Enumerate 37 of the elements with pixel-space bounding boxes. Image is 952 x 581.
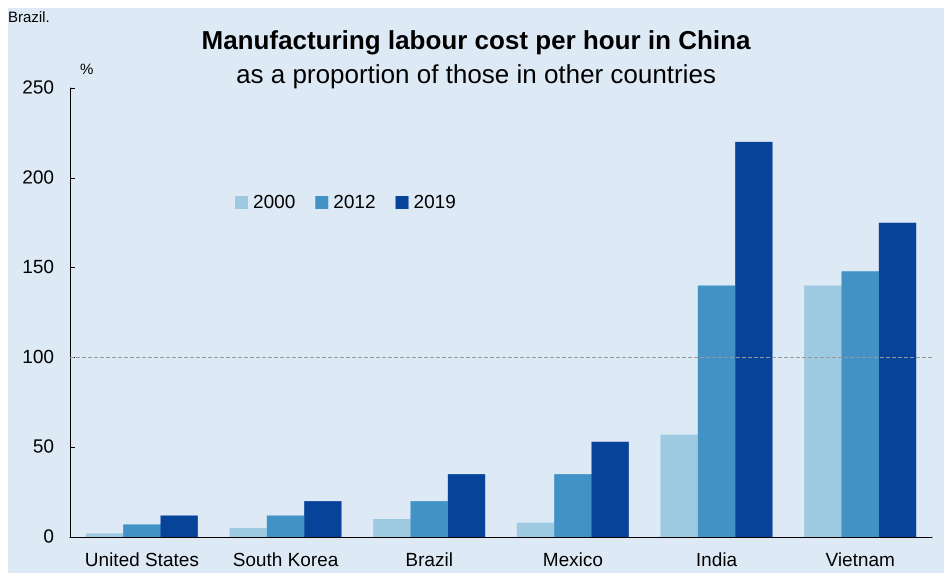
bar — [592, 442, 629, 537]
y-tick-label: 0 — [43, 526, 54, 548]
y-tick-label: 50 — [32, 436, 54, 458]
y-tick-label: 250 — [22, 78, 54, 98]
x-tick-label: South Korea — [232, 550, 339, 571]
x-tick-label: Mexico — [542, 550, 603, 571]
y-tick-label: 150 — [22, 257, 54, 278]
legend-label: 2012 — [333, 192, 376, 213]
bar — [841, 271, 879, 537]
bar — [373, 519, 410, 537]
chart-subtitle: as a proportion of those in other countries — [236, 59, 716, 89]
bar — [123, 524, 161, 537]
bar — [266, 515, 304, 537]
y-tick-label: 100 — [22, 346, 54, 368]
legend-label: 2000 — [253, 192, 296, 213]
y-tick-label: 200 — [22, 167, 54, 188]
bar — [410, 501, 448, 537]
bar — [660, 434, 698, 537]
bar — [878, 222, 916, 537]
text: Brazil. — [8, 9, 50, 26]
legend-label: 2019 — [414, 192, 456, 213]
bar — [554, 474, 592, 537]
bar — [804, 286, 842, 537]
bar — [86, 533, 124, 537]
x-tick-label: United States — [84, 550, 199, 571]
chart-title: Manufacturing labour cost per hour in China — [202, 25, 751, 55]
bar — [448, 474, 486, 537]
bar — [516, 522, 554, 537]
x-tick-label: Brazil — [405, 550, 453, 571]
x-tick-label: Vietnam — [825, 550, 895, 571]
bar — [698, 286, 736, 537]
bar — [229, 528, 267, 537]
bar — [735, 142, 773, 537]
y-axis-title: % — [80, 61, 94, 78]
x-tick-label: India — [696, 550, 738, 571]
bar — [160, 515, 198, 537]
bar — [304, 501, 342, 537]
